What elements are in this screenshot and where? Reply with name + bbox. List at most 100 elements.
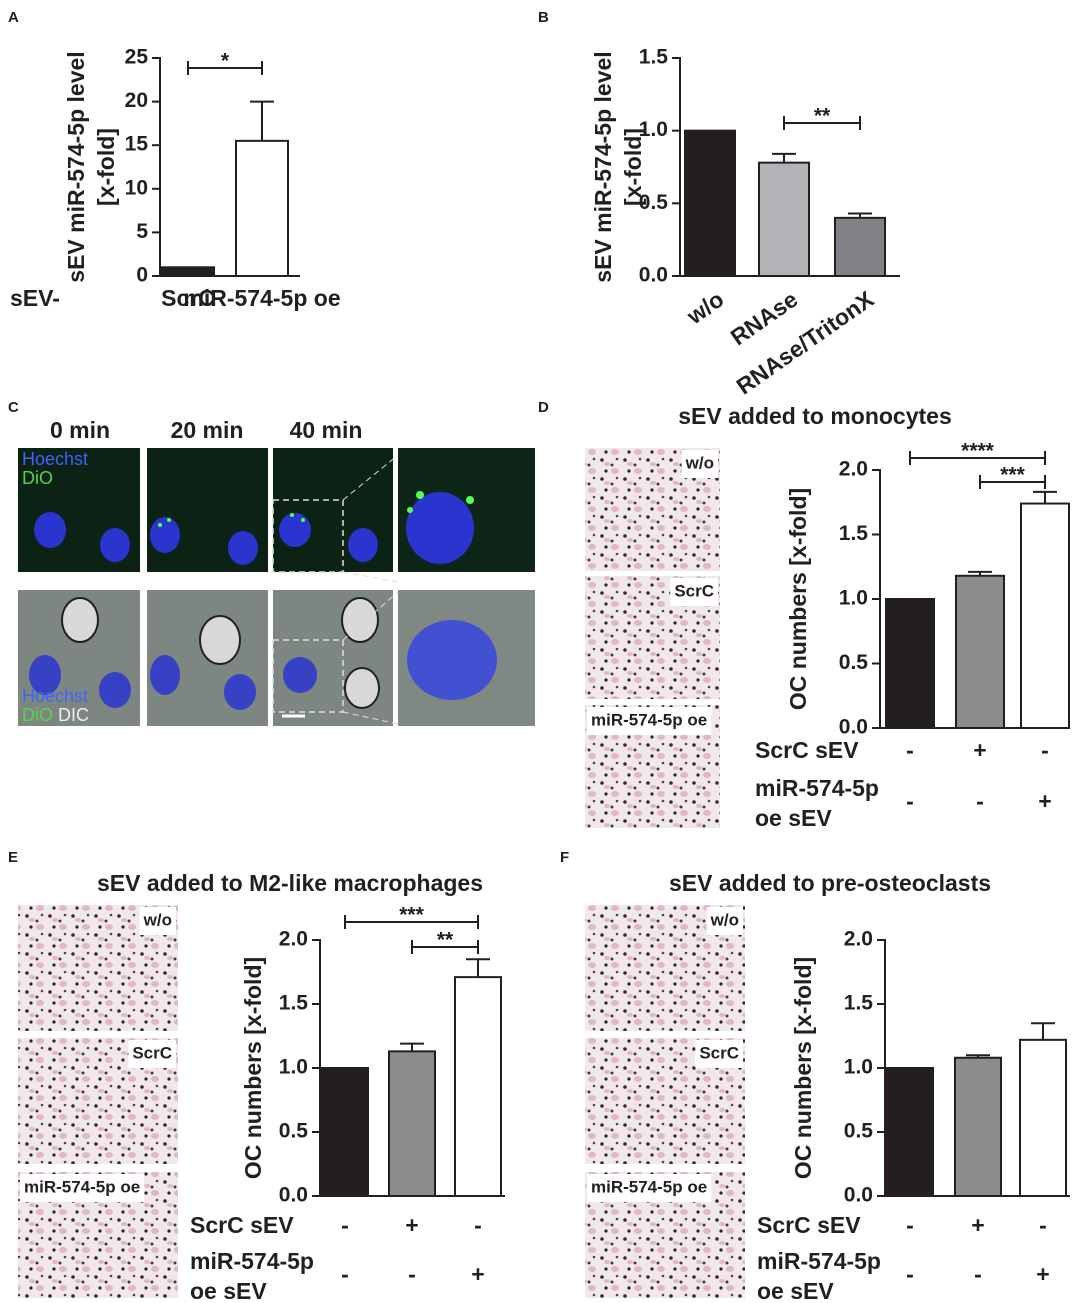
y-tick-label: 2.0 <box>279 928 308 951</box>
condition-sign: - <box>906 737 914 763</box>
y-tick-label: 0.0 <box>839 716 868 739</box>
condition-label: oe sEV <box>757 1278 834 1303</box>
significance-bracket <box>783 116 861 130</box>
timepoint-label: 0 min <box>50 417 110 443</box>
stain-label: DiO <box>22 705 53 725</box>
timepoint-label: 40 min <box>290 417 363 443</box>
y-tick-label: 1.5 <box>844 992 874 1015</box>
image-label: miR-574-5p oe <box>591 1177 707 1196</box>
y-axis-label: sEV miR-574-5p level <box>590 51 616 282</box>
condition-sign: + <box>1036 1261 1049 1287</box>
image-label: w/o <box>143 910 172 929</box>
condition-label: ScrC sEV <box>190 1212 294 1238</box>
y-axis-label: [x-fold] <box>620 128 646 206</box>
condition-sign: - <box>341 1212 349 1238</box>
y-tick-label: 25 <box>125 46 149 69</box>
x-tick-label: miR-574-5p oe <box>183 285 340 311</box>
image-label: w/o <box>710 910 739 929</box>
y-tick-label: 10 <box>125 176 148 199</box>
condition-sign: - <box>906 1212 914 1238</box>
condition-label: oe sEV <box>190 1278 267 1303</box>
condition-sign: - <box>974 1261 982 1287</box>
condition-sign: + <box>405 1212 418 1238</box>
significance-label: * <box>221 50 230 73</box>
significance-label: ** <box>437 929 454 952</box>
condition-sign: - <box>341 1261 349 1287</box>
significance-bracket <box>187 61 263 75</box>
bar <box>1019 1038 1067 1197</box>
image-label: ScrC <box>699 1043 739 1062</box>
panel-letter: D <box>538 399 549 416</box>
bar <box>834 216 886 278</box>
image-label-box <box>706 907 743 935</box>
y-tick-label: 0.5 <box>839 651 869 674</box>
condition-sign: - <box>906 788 914 814</box>
bar <box>454 976 502 1197</box>
timepoint-label: 20 min <box>171 417 244 443</box>
condition-sign: + <box>973 737 986 763</box>
significance-bracket <box>411 940 479 954</box>
image-label: w/o <box>685 453 714 472</box>
y-tick-label: 1.0 <box>639 118 668 141</box>
bar <box>321 1067 369 1197</box>
condition-label: miR-574-5p <box>190 1248 314 1274</box>
condition-sign: - <box>1039 1212 1047 1238</box>
y-tick-label: 15 <box>125 133 149 156</box>
y-axis-label: OC numbers [x-fold] <box>790 957 816 1179</box>
micrograph-images <box>18 448 535 726</box>
condition-label: ScrC sEV <box>755 737 859 763</box>
x-tick-label: w/o <box>681 286 728 330</box>
bar <box>235 139 289 277</box>
x-tick-label: RNAse/TritonX <box>732 285 879 399</box>
y-tick-label: 20 <box>125 89 148 112</box>
bar <box>684 129 736 277</box>
condition-sign: + <box>1038 788 1051 814</box>
condition-label: miR-574-5p <box>755 775 879 801</box>
y-tick-label: 1.0 <box>279 1056 308 1079</box>
condition-sign: - <box>976 788 984 814</box>
y-tick-label: 0.5 <box>279 1120 309 1143</box>
y-axis-label: sEV miR-574-5p level <box>63 51 89 282</box>
chart-title: sEV added to pre-osteoclasts <box>669 870 991 896</box>
image-label-box <box>139 907 176 935</box>
significance-bracket <box>344 915 479 929</box>
y-tick-label: 0.5 <box>639 191 669 214</box>
significance-label: *** <box>1000 464 1025 487</box>
bar <box>758 161 810 277</box>
image-label-box <box>587 1174 712 1202</box>
image-label-box <box>20 1174 145 1202</box>
y-axis-label: OC numbers [x-fold] <box>785 488 811 710</box>
y-tick-label: 5 <box>136 220 148 243</box>
condition-label: ScrC sEV <box>757 1212 861 1238</box>
stain-label: DiO <box>22 468 53 488</box>
bar <box>161 266 215 277</box>
micrograph-panel: C 0 min 20 min 40 min <box>8 399 535 726</box>
chart-title: sEV added to M2-like macrophages <box>97 870 483 896</box>
significance-bracket <box>909 451 1046 465</box>
condition-sign: - <box>1041 737 1049 763</box>
category-prefix: sEV- <box>10 285 60 311</box>
y-tick-label: 1.5 <box>639 46 669 69</box>
bar <box>388 1050 436 1197</box>
panel-letter: A <box>8 9 19 26</box>
y-tick-label: 0.5 <box>844 1120 874 1143</box>
bar <box>954 1056 1002 1198</box>
stain-label: Hoechst <box>22 686 88 706</box>
y-tick-label: 0 <box>136 264 148 287</box>
y-tick-label: 2.0 <box>844 928 873 951</box>
image-label-box <box>670 578 718 606</box>
y-tick-label: 1.5 <box>279 992 309 1015</box>
significance-label: *** <box>399 904 424 927</box>
condition-label: oe sEV <box>755 805 832 831</box>
condition-sign: + <box>471 1261 484 1287</box>
bar <box>885 598 935 729</box>
stain-label: DIC <box>58 705 89 725</box>
image-label-box <box>695 1040 743 1068</box>
significance-label: **** <box>961 440 995 463</box>
panel-letter: E <box>8 849 18 866</box>
bar <box>886 1067 934 1197</box>
y-tick-label: 1.0 <box>844 1056 873 1079</box>
condition-sign: + <box>971 1212 984 1238</box>
y-tick-label: 1.5 <box>839 522 869 545</box>
